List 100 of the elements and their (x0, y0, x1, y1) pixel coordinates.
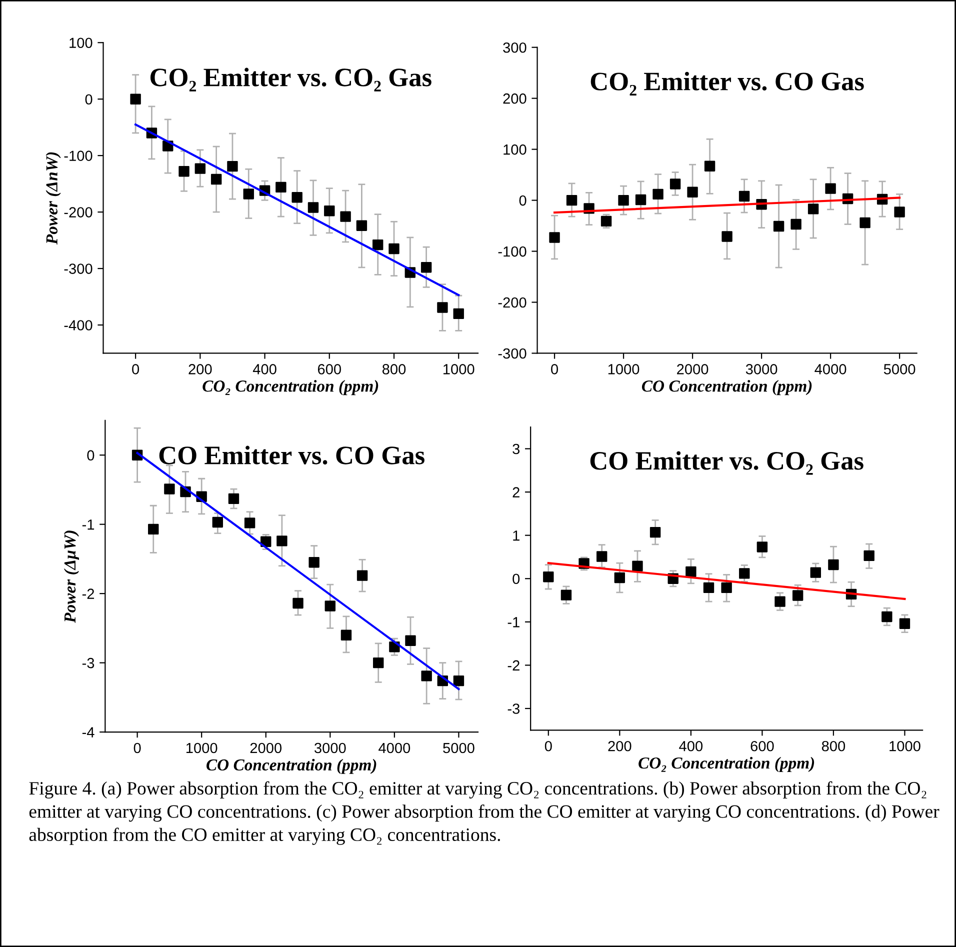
x-tick-label: 0 (551, 364, 558, 374)
point (703, 582, 714, 594)
x-tick-label: 3000 (314, 742, 346, 754)
y-tick-label: 0 (512, 574, 520, 584)
point (453, 675, 464, 686)
point (194, 163, 206, 174)
y-tick-label: 100 (504, 144, 526, 155)
point (292, 192, 302, 203)
point (756, 542, 768, 552)
point (686, 566, 696, 578)
point (324, 206, 335, 216)
y-axis-title: Power (ΔnW) (46, 152, 61, 245)
point (721, 582, 732, 594)
point (739, 568, 750, 579)
point (244, 518, 256, 528)
x-tick-label: 1000 (890, 740, 920, 752)
point (178, 166, 190, 177)
point (164, 484, 175, 494)
point (372, 239, 384, 250)
y-tick-label: 1 (513, 530, 520, 541)
point (704, 160, 716, 172)
point (773, 220, 784, 232)
point (670, 178, 681, 190)
y-tick-label: -2 (82, 588, 94, 599)
point (148, 524, 159, 535)
point (292, 598, 304, 609)
point (614, 572, 626, 584)
x-tick-label: 200 (188, 364, 212, 374)
y-tick-label: -4 (82, 727, 94, 738)
x-axis-title: CO₂ Concentration (ppm) (202, 380, 378, 396)
point (560, 590, 572, 600)
x-tick-label: 5000 (884, 364, 916, 374)
point (356, 570, 368, 581)
point (543, 572, 554, 582)
point (453, 308, 464, 320)
y-tick-label: 0 (85, 94, 92, 105)
x-tick-label: 0 (134, 742, 141, 754)
point (566, 194, 578, 206)
point (308, 202, 319, 213)
point (635, 194, 646, 206)
x-tick-label: 2000 (677, 364, 708, 374)
point (825, 183, 836, 194)
point (227, 160, 238, 172)
x-tick-label: 1000 (444, 364, 474, 374)
y-tick-label: -400 (64, 320, 92, 330)
x-tick-label: 0 (132, 364, 140, 374)
point (808, 204, 819, 214)
point (243, 188, 254, 200)
x-tick-label: 400 (679, 740, 703, 752)
point (790, 218, 802, 230)
x-axis-title: CO Concentration (ppm) (206, 758, 376, 774)
point (549, 232, 560, 243)
y-tick-label: -1 (82, 520, 94, 530)
x-tick-label: 600 (318, 364, 341, 374)
point (810, 567, 821, 578)
point (828, 559, 839, 570)
point (596, 551, 608, 562)
text: CO₂ Emitter vs. CO Gas (590, 72, 864, 96)
x-tick-label: 400 (252, 364, 276, 374)
y-tick-label: 0 (519, 195, 526, 206)
y-tick-label: -2 (508, 660, 520, 670)
point (860, 217, 870, 228)
point (308, 557, 320, 568)
y-tick-label: -3 (82, 658, 94, 668)
point (210, 174, 222, 185)
point (650, 526, 661, 538)
point (340, 630, 352, 640)
y-tick-label: -100 (498, 246, 526, 257)
y-tick-label: -300 (498, 348, 526, 359)
point (632, 560, 643, 572)
point (618, 194, 629, 206)
point (774, 596, 786, 607)
point (437, 302, 448, 313)
point (600, 216, 612, 227)
point (324, 600, 336, 612)
caption: Figure 4. (a) Power absorption from the CO₂ emitter at varying CO₂ concentrations. (b) Power absorption from the CO₂ emitter at varying CO concentrations. (c) Power absorption from the CO emitter at varying CO concentrations. (d) Power absorption from the CO emitter at varying CO₂ concentrations. (29, 781, 940, 845)
x-tick-label: 4000 (378, 742, 410, 754)
x-tick-label: 3000 (746, 364, 778, 374)
text: CO₂ Emitter vs. CO₂ Gas (150, 68, 432, 92)
text: CO Emitter vs. CO Gas (159, 446, 424, 464)
x-tick-label: 0 (544, 740, 552, 752)
x-tick-label: 5000 (443, 742, 474, 754)
y-tick-label: 100 (70, 38, 92, 48)
x-tick-label: 600 (750, 740, 774, 752)
y-tick-label: -300 (64, 264, 92, 274)
x-tick-label: 800 (382, 364, 406, 374)
point (738, 190, 750, 202)
point (130, 94, 141, 104)
y-tick-label: -100 (64, 150, 92, 161)
y-tick-label: -1 (508, 617, 520, 628)
y-tick-label: -200 (498, 297, 526, 308)
x-tick-label: 4000 (814, 364, 846, 374)
y-tick-label: -3 (508, 704, 520, 714)
point (652, 188, 664, 200)
text: CO Emitter vs. CO₂ Gas (590, 451, 864, 475)
point (373, 657, 384, 668)
y-axis-title: Power (ΔμW) (64, 530, 79, 623)
x-tick-label: 1000 (186, 742, 218, 754)
point (356, 220, 368, 231)
point (276, 536, 288, 546)
